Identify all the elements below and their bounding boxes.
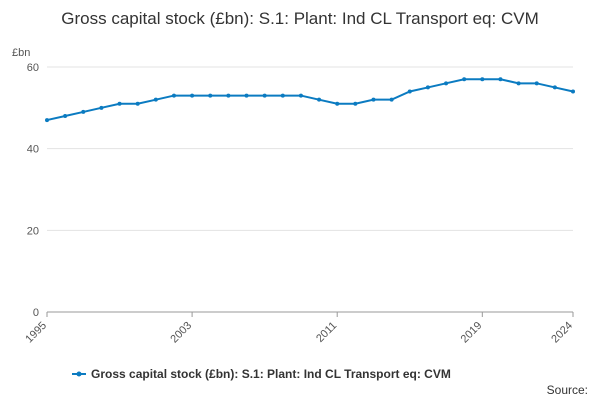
series-line: [46, 78, 574, 122]
source: Source:: [547, 383, 588, 397]
point: [280, 93, 285, 98]
point: [135, 101, 140, 106]
x-tick-label: 2003: [168, 320, 194, 346]
point: [444, 81, 449, 86]
point: [63, 114, 68, 118]
y-tick-label: 60: [27, 62, 39, 74]
chart-title: Gross capital stock (£bn): S.1: Plant: I…: [61, 9, 538, 28]
point: [480, 77, 485, 82]
point: [407, 89, 412, 94]
point: [298, 93, 303, 98]
y-tick-label: 20: [27, 225, 39, 237]
point: [262, 93, 267, 98]
y-tick-label: 0: [33, 307, 39, 319]
point: [208, 93, 213, 98]
point: [552, 85, 557, 90]
point: [190, 93, 195, 98]
point: [425, 85, 430, 90]
x-tick-label: 2024: [549, 320, 575, 346]
point: [117, 101, 122, 106]
point: [171, 93, 176, 98]
legend-marker: [76, 371, 82, 377]
point: [462, 77, 467, 82]
point: [571, 89, 575, 94]
point: [153, 97, 158, 102]
point: [534, 81, 539, 86]
x-tick-label: 1995: [23, 320, 49, 346]
y-unit: £bn: [12, 47, 30, 59]
point: [335, 101, 340, 106]
x-tick-label: 2019: [459, 320, 485, 346]
point: [516, 81, 521, 86]
y-tick-label: 40: [27, 144, 39, 156]
point: [371, 97, 376, 102]
point: [81, 109, 86, 114]
legend-label: Gross capital stock (£bn): S.1: Plant: I…: [91, 367, 451, 381]
point: [353, 101, 358, 106]
point: [389, 97, 394, 102]
point: [498, 77, 503, 82]
point: [226, 93, 231, 98]
point: [45, 118, 49, 123]
point: [317, 97, 322, 102]
point: [244, 93, 249, 98]
point: [99, 105, 104, 110]
x-tick-label: 2011: [314, 320, 339, 345]
